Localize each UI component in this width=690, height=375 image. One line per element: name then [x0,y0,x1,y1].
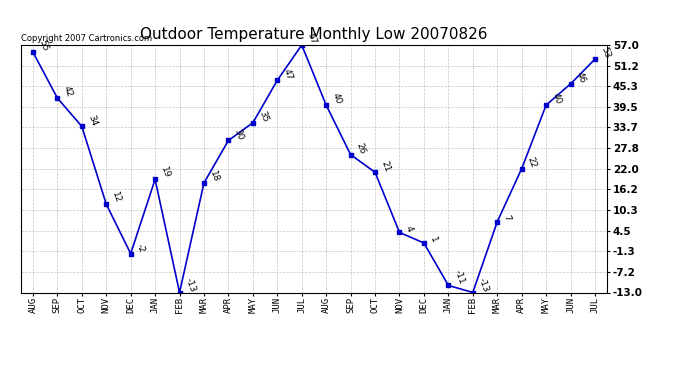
Text: 40: 40 [331,92,343,106]
Text: 1: 1 [428,235,439,244]
Text: 57: 57 [306,32,318,46]
Text: 30: 30 [233,127,245,141]
Text: -13: -13 [477,276,491,293]
Text: 42: 42 [61,85,74,99]
Text: 55: 55 [37,39,50,53]
Title: Outdoor Temperature Monthly Low 20070826: Outdoor Temperature Monthly Low 20070826 [140,27,488,42]
Text: 46: 46 [575,71,587,84]
Text: Copyright 2007 Cartronics.com: Copyright 2007 Cartronics.com [21,33,152,42]
Text: 47: 47 [282,67,294,81]
Text: -11: -11 [453,269,466,286]
Text: -2: -2 [135,243,146,254]
Text: 12: 12 [110,191,123,205]
Text: 26: 26 [355,141,367,155]
Text: -13: -13 [184,276,197,293]
Text: 35: 35 [257,110,269,123]
Text: 19: 19 [159,166,172,180]
Text: 53: 53 [599,46,611,60]
Text: 22: 22 [526,156,538,170]
Text: 34: 34 [86,113,98,127]
Text: 7: 7 [502,214,512,222]
Text: 4: 4 [404,225,414,233]
Text: 18: 18 [208,170,221,183]
Text: 21: 21 [380,159,391,173]
Text: 40: 40 [550,92,562,106]
